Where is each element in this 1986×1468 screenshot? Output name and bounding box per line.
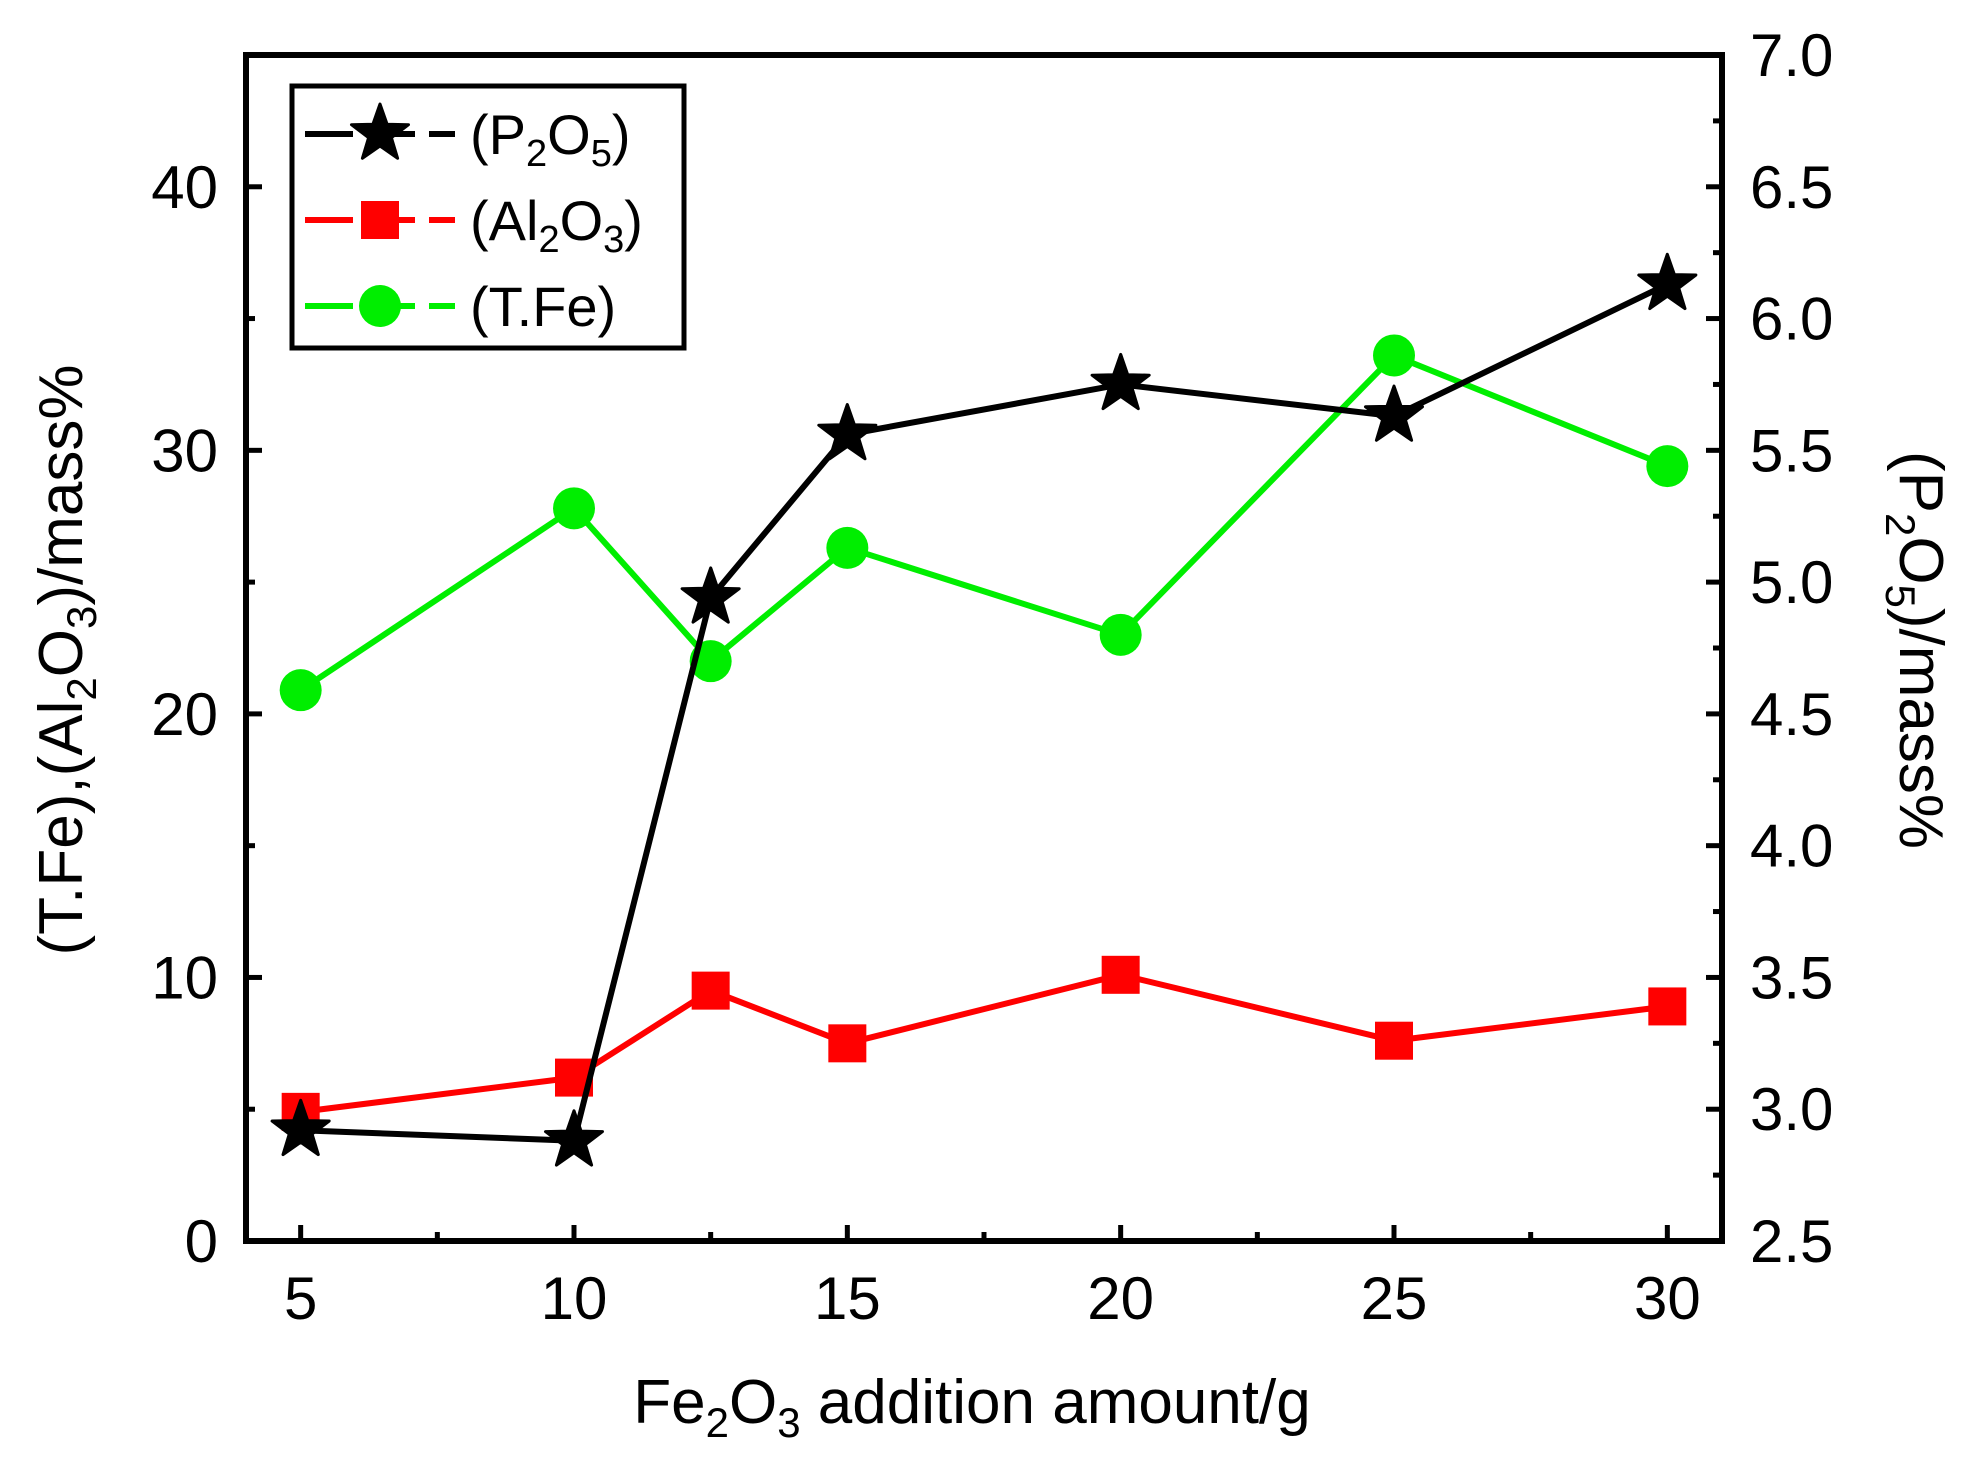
data-point-2-0 (279, 669, 322, 712)
y-right-tick-label: 4.0 (1750, 813, 1833, 880)
series-line-0 (300, 281, 1669, 1144)
x-tick-label: 20 (1087, 1265, 1154, 1332)
y-right-tick-label: 6.0 (1750, 286, 1833, 353)
series-line-1 (300, 971, 1668, 1115)
data-point-0-4 (1090, 352, 1151, 411)
legend-label-al2o3: (Al2O3) (470, 189, 643, 261)
legend-marker-0 (350, 102, 410, 160)
data-point-0-0 (270, 1098, 331, 1157)
data-point-2-1 (553, 487, 595, 530)
legend-marker-2 (359, 285, 401, 327)
y-right-tick-label: 5.5 (1750, 417, 1833, 484)
y-right-axis-title: (P2O5)/mass% (1877, 451, 1955, 849)
legend-label-tfe: (T.Fe) (470, 275, 616, 338)
data-point-1-2 (691, 971, 730, 1010)
x-tick-label: 30 (1634, 1265, 1701, 1332)
y-right-tick-label: 3.5 (1750, 944, 1833, 1011)
data-point-0-6 (1637, 252, 1698, 311)
y-right-tick-label: 6.5 (1750, 154, 1833, 221)
y-left-tick-label: 20 (151, 681, 218, 748)
y-right-tick-label: 2.5 (1750, 1208, 1833, 1275)
data-point-2-4 (1099, 613, 1142, 656)
y-left-tick-label: 30 (151, 417, 218, 484)
data-point-1-6 (1648, 987, 1687, 1026)
x-tick-label: 5 (284, 1265, 317, 1332)
data-point-2-5 (1373, 334, 1415, 377)
data-point-2-6 (1646, 445, 1689, 488)
x-tick-label: 25 (1361, 1265, 1428, 1332)
legend-label-p2o5: (P2O5) (470, 103, 631, 175)
legend: (P2O5) (Al2O3) (T.Fe) (289, 83, 687, 351)
y-left-axis-title: (T.Fe),(Al2O3)/mass% (27, 365, 105, 956)
y-right-tick-label: 7.0 (1750, 22, 1833, 89)
y-right-tick-label: 5.0 (1750, 549, 1833, 616)
series-line-2 (299, 352, 1669, 693)
data-point-0-5 (1364, 384, 1424, 442)
plot-area (270, 252, 1698, 1167)
data-point-1-5 (1375, 1021, 1413, 1060)
y-right-tick-label: 4.5 (1750, 681, 1833, 748)
x-tick-label: 15 (814, 1265, 881, 1332)
y-left-tick-label: 10 (151, 944, 218, 1011)
data-point-0-1 (544, 1109, 604, 1167)
x-tick-label: 10 (541, 1265, 608, 1332)
y-right-tick-label: 3.0 (1750, 1076, 1833, 1143)
y-left-tick-label: 40 (151, 154, 218, 221)
data-point-0-2 (680, 566, 741, 624)
data-point-1-4 (1101, 955, 1140, 994)
data-point-0-3 (817, 403, 878, 461)
legend-marker-1 (361, 201, 399, 239)
data-point-1-3 (828, 1024, 867, 1063)
axes: 5 10 15 20 25 30 0 10 20 30 40 2.5 3.0 3.5 4.0 4.5 5.0 5.… (151, 22, 1833, 1332)
y-left-tick-label: 0 (185, 1208, 218, 1275)
x-axis-title: Fe2O3 addition amount/g (633, 1368, 1310, 1446)
data-point-2-3 (826, 526, 869, 569)
